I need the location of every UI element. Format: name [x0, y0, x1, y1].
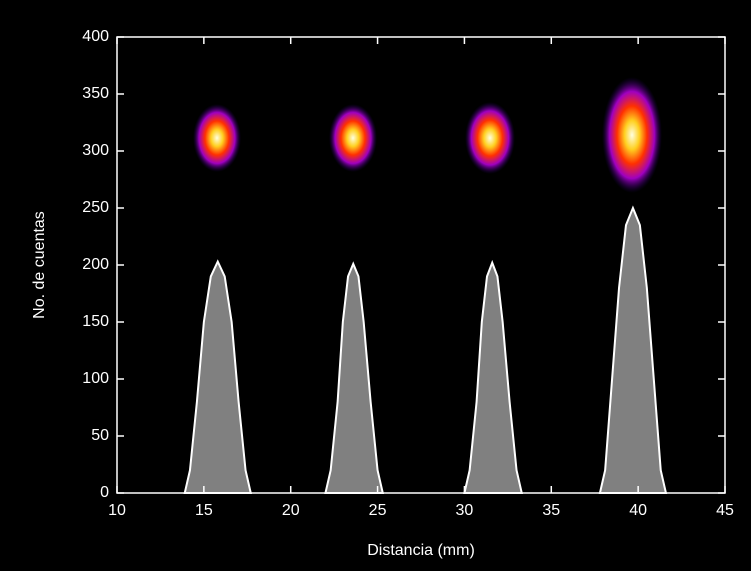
y-tick-label: 100 — [82, 370, 109, 387]
spot — [465, 102, 515, 174]
x-tick-label: 20 — [282, 502, 300, 519]
x-tick-label: 15 — [195, 502, 213, 519]
y-tick-label: 200 — [82, 256, 109, 273]
y-tick-label: 400 — [82, 28, 109, 45]
y-tick-label: 50 — [91, 427, 109, 444]
y-axis-label: No. de cuentas — [31, 211, 48, 319]
x-tick-label: 40 — [629, 502, 647, 519]
x-tick-label: 10 — [108, 502, 126, 519]
y-tick-label: 150 — [82, 313, 109, 330]
spot — [602, 77, 662, 193]
x-tick-label: 25 — [369, 502, 387, 519]
spot — [193, 104, 241, 172]
y-tick-label: 250 — [82, 199, 109, 216]
x-tick-label: 35 — [542, 502, 560, 519]
y-tick-label: 300 — [82, 142, 109, 159]
x-tick-label: 30 — [456, 502, 474, 519]
area — [183, 205, 668, 494]
y-tick-label: 0 — [100, 484, 109, 501]
spot — [329, 104, 377, 172]
x-tick-label: 45 — [716, 502, 734, 519]
y-tick-label: 350 — [82, 85, 109, 102]
x-axis-label: Distancia (mm) — [367, 542, 475, 559]
